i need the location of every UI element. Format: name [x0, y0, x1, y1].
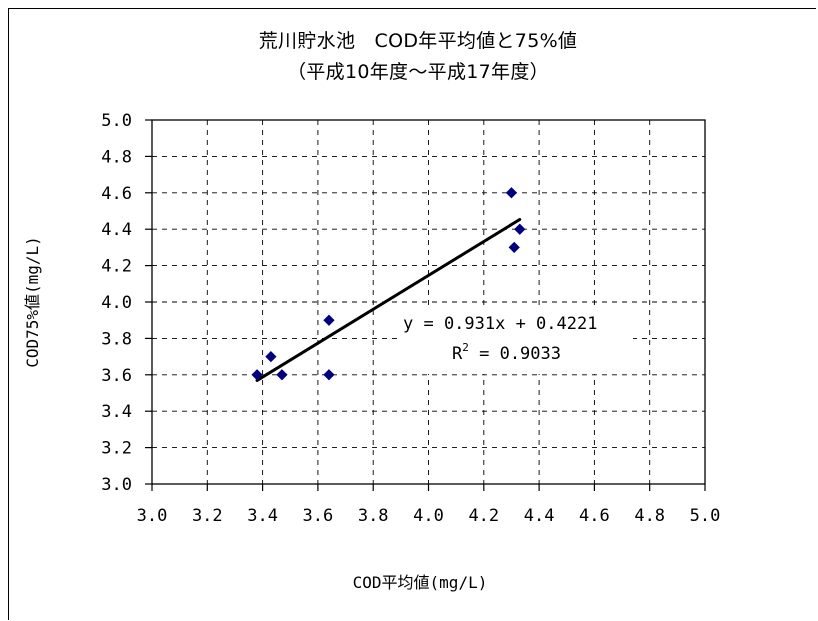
x-tick-label: 3.8 — [358, 506, 389, 526]
y-tick-label: 4.6 — [101, 184, 132, 204]
trendline — [255, 217, 522, 382]
data-point-6-diamond-icon — [505, 187, 518, 199]
trendline-layer — [255, 217, 633, 382]
data-point-1-diamond-icon — [251, 369, 263, 381]
x-tick-label: 4.6 — [579, 506, 610, 526]
equation-label-background — [398, 308, 633, 374]
data-point-7-diamond-icon — [514, 223, 526, 235]
r-squared-prefix: R — [452, 344, 463, 364]
x-tick-label: 5.0 — [690, 506, 721, 526]
r-squared-label: R2 = 0.9033 — [452, 341, 561, 364]
points-layer — [251, 187, 526, 381]
y-tick-label: 4.0 — [101, 293, 132, 313]
x-tick-label: 4.2 — [468, 506, 499, 526]
y-tick-label: 4.4 — [101, 220, 132, 240]
r-squared-value: = 0.9033 — [469, 344, 561, 364]
x-tick-label: 3.2 — [192, 506, 223, 526]
y-tick-label: 3.8 — [101, 329, 132, 349]
chart-subtitle: （平成10年度～平成17年度） — [287, 61, 549, 83]
y-axis-title: COD75%値(mg/L) — [23, 236, 42, 368]
trendline-equation: y = 0.931x + 0.4221 — [403, 314, 597, 334]
data-point-8-diamond-icon — [508, 241, 520, 254]
y-tick-label: 4.2 — [101, 257, 132, 277]
data-point-4-diamond-icon — [323, 314, 335, 326]
tick-labels: 3.0 3.2 3.4 3.6 3.8 4.0 4.2 4.4 4.6 4.8 5.0 3.0 3.2 3… — [101, 111, 720, 526]
y-tick-label: 3.0 — [101, 475, 132, 495]
r-squared-superscript: 2 — [462, 341, 469, 354]
chart-title: 荒川貯水池 COD年平均値と75%値 — [259, 30, 577, 52]
x-tick-label: 4.8 — [634, 506, 665, 526]
data-point-3-diamond-icon — [276, 369, 288, 381]
x-tick-label: 3.6 — [303, 506, 334, 526]
y-tick-label: 3.2 — [101, 439, 132, 459]
data-point-2-diamond-icon — [265, 350, 277, 363]
axes — [145, 119, 706, 491]
x-tick-label: 3.0 — [137, 506, 168, 526]
y-tick-label: 3.6 — [101, 366, 132, 386]
x-axis-title: COD平均値(mg/L) — [353, 573, 488, 592]
y-tick-label: 3.4 — [101, 402, 132, 422]
x-tick-label: 3.4 — [247, 506, 278, 526]
y-tick-label: 5.0 — [101, 111, 132, 131]
x-tick-label: 4.4 — [524, 506, 555, 526]
grid-lines — [152, 120, 705, 484]
data-point-5-diamond-icon — [323, 369, 335, 381]
y-tick-label: 4.8 — [101, 147, 132, 167]
x-tick-label: 4.0 — [413, 506, 444, 526]
